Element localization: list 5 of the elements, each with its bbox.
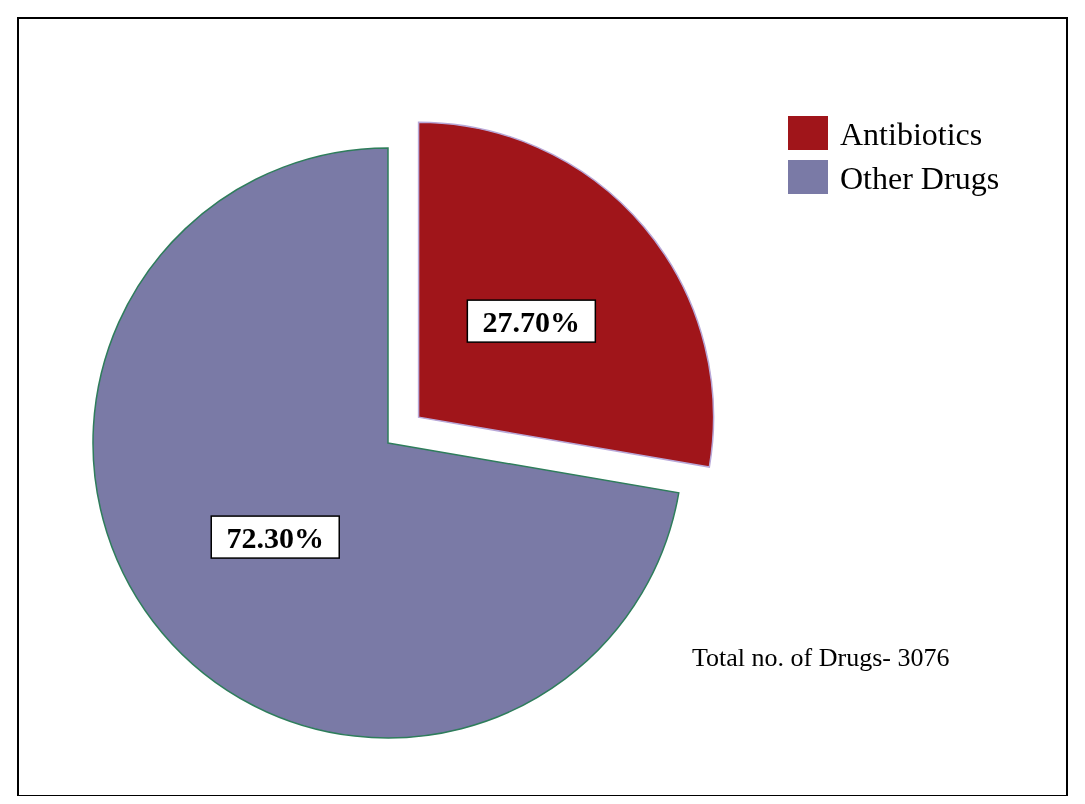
data-label: 27.70%: [482, 305, 581, 339]
legend-label: Antibiotics: [840, 116, 983, 152]
data-label: 72.30%: [226, 521, 324, 555]
text: Total no. of Drugs- 3076: [692, 643, 950, 672]
legend-label: Other Drugs: [840, 160, 1000, 196]
